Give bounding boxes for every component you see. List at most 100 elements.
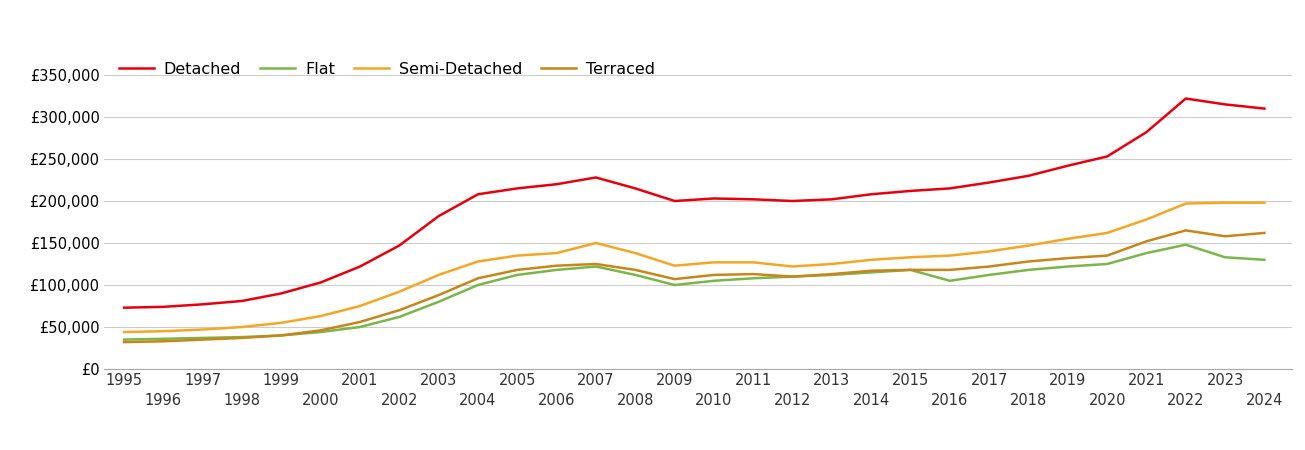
Semi-Detached: [1257, 200, 1272, 205]
Flat: [784, 274, 800, 279]
Semi-Detached: [1099, 230, 1114, 236]
Terraced: [155, 338, 171, 344]
Flat: [234, 334, 249, 340]
Detached: [274, 291, 290, 296]
Flat: [549, 267, 565, 273]
Semi-Detached: [981, 249, 997, 254]
Detached: [628, 186, 643, 191]
Flat: [155, 336, 171, 342]
Semi-Detached: [155, 328, 171, 334]
Detached: [194, 302, 210, 307]
Flat: [509, 272, 525, 278]
Detached: [431, 213, 446, 219]
Line: Flat: Flat: [124, 245, 1265, 340]
Flat: [745, 275, 761, 281]
Flat: [1178, 242, 1194, 248]
Terraced: [589, 261, 604, 267]
Detached: [1178, 96, 1194, 101]
Flat: [274, 333, 290, 338]
Semi-Detached: [1021, 243, 1036, 248]
Detached: [234, 298, 249, 304]
Flat: [903, 267, 919, 273]
Semi-Detached: [274, 320, 290, 325]
Terraced: [903, 267, 919, 273]
Terraced: [1139, 238, 1155, 244]
Terraced: [1060, 256, 1075, 261]
Semi-Detached: [194, 327, 210, 332]
Semi-Detached: [1060, 236, 1075, 242]
Semi-Detached: [549, 250, 565, 256]
Terraced: [1218, 234, 1233, 239]
Detached: [942, 186, 958, 191]
Terraced: [667, 276, 683, 282]
Detached: [1218, 102, 1233, 107]
Semi-Detached: [628, 250, 643, 256]
Detached: [116, 305, 132, 310]
Semi-Detached: [313, 313, 329, 319]
Flat: [116, 337, 132, 342]
Semi-Detached: [1178, 201, 1194, 206]
Flat: [706, 278, 722, 284]
Detached: [1139, 130, 1155, 135]
Flat: [431, 299, 446, 305]
Terraced: [274, 333, 290, 338]
Semi-Detached: [470, 259, 485, 264]
Terraced: [1178, 228, 1194, 233]
Terraced: [194, 337, 210, 342]
Semi-Detached: [1139, 217, 1155, 222]
Semi-Detached: [392, 289, 407, 294]
Terraced: [823, 271, 839, 277]
Detached: [470, 192, 485, 197]
Semi-Detached: [706, 260, 722, 265]
Detached: [784, 198, 800, 204]
Flat: [194, 335, 210, 341]
Detached: [706, 196, 722, 201]
Semi-Detached: [1218, 200, 1233, 205]
Terraced: [234, 335, 249, 341]
Semi-Detached: [942, 253, 958, 258]
Terraced: [352, 319, 368, 324]
Terraced: [509, 267, 525, 273]
Semi-Detached: [509, 253, 525, 258]
Detached: [352, 264, 368, 269]
Flat: [313, 329, 329, 335]
Detached: [864, 192, 880, 197]
Flat: [628, 272, 643, 278]
Flat: [942, 278, 958, 284]
Terraced: [745, 271, 761, 277]
Flat: [864, 270, 880, 275]
Detached: [1257, 106, 1272, 111]
Terraced: [313, 328, 329, 333]
Terraced: [1021, 259, 1036, 264]
Semi-Detached: [823, 261, 839, 267]
Flat: [667, 282, 683, 288]
Flat: [392, 314, 407, 319]
Detached: [1021, 173, 1036, 179]
Flat: [1218, 255, 1233, 260]
Flat: [1257, 257, 1272, 262]
Flat: [589, 264, 604, 269]
Terraced: [864, 268, 880, 274]
Flat: [1139, 250, 1155, 256]
Line: Terraced: Terraced: [124, 230, 1265, 342]
Detached: [903, 188, 919, 194]
Terraced: [706, 272, 722, 278]
Terraced: [549, 263, 565, 268]
Semi-Detached: [234, 324, 249, 330]
Semi-Detached: [116, 329, 132, 335]
Detached: [589, 175, 604, 180]
Terraced: [784, 274, 800, 279]
Terraced: [981, 264, 997, 269]
Detached: [155, 304, 171, 310]
Semi-Detached: [864, 257, 880, 262]
Semi-Detached: [903, 255, 919, 260]
Flat: [981, 272, 997, 278]
Detached: [667, 198, 683, 204]
Flat: [1060, 264, 1075, 269]
Terraced: [1257, 230, 1272, 236]
Terraced: [431, 292, 446, 298]
Detached: [981, 180, 997, 185]
Flat: [470, 282, 485, 288]
Detached: [509, 186, 525, 191]
Detached: [1099, 154, 1114, 159]
